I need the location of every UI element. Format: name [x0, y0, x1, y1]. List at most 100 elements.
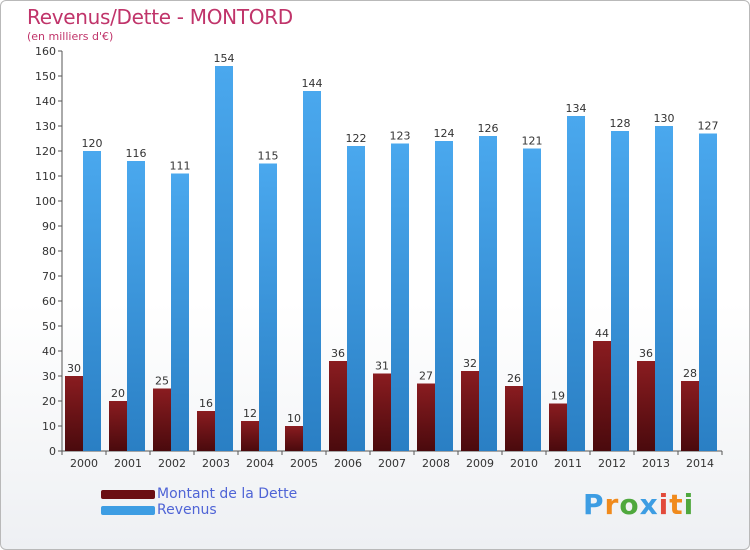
y-tick-label: 160 — [35, 45, 56, 58]
debt-bar — [109, 401, 127, 451]
revenue-bar — [479, 136, 497, 451]
x-tick-label: 2001 — [114, 457, 142, 470]
revenue-bar — [611, 131, 629, 451]
y-tick-label: 120 — [35, 145, 56, 158]
revenue-bar — [523, 148, 541, 451]
data-label: 30 — [67, 362, 81, 375]
revenue-bar — [699, 133, 717, 451]
data-label: 32 — [463, 357, 477, 370]
proxiti-logo: Proxiti — [583, 488, 694, 521]
y-tick-label: 40 — [42, 345, 56, 358]
y-tick-label: 50 — [42, 320, 56, 333]
debt-bar — [505, 386, 523, 451]
logo-letter: r — [604, 488, 620, 521]
y-tick-label: 10 — [42, 420, 56, 433]
data-label: 134 — [566, 102, 587, 115]
logo-letter: i — [658, 488, 670, 521]
data-label: 31 — [375, 360, 389, 373]
legend-label-debt: Montant de la Dette — [157, 486, 298, 502]
x-tick-label: 2000 — [70, 457, 98, 470]
data-label: 20 — [111, 387, 125, 400]
data-label: 130 — [654, 112, 675, 125]
data-label: 26 — [507, 372, 521, 385]
data-label: 27 — [419, 370, 433, 383]
x-tick-label: 2011 — [554, 457, 582, 470]
y-tick-label: 70 — [42, 270, 56, 283]
data-label: 111 — [170, 160, 191, 173]
debt-bar — [373, 373, 391, 451]
revenue-bar — [259, 163, 277, 451]
y-tick-label: 110 — [35, 170, 56, 183]
data-label: 126 — [478, 122, 499, 135]
data-label: 115 — [258, 150, 279, 163]
data-label: 36 — [331, 347, 345, 360]
y-tick-label: 0 — [49, 445, 56, 458]
data-label: 16 — [199, 397, 213, 410]
revenue-bar — [567, 116, 585, 451]
data-label: 12 — [243, 407, 257, 420]
x-tick-label: 2003 — [202, 457, 230, 470]
chart-title: Revenus/Dette - MONTORD — [27, 5, 293, 29]
y-tick-label: 80 — [42, 245, 56, 258]
y-tick-label: 100 — [35, 195, 56, 208]
data-label: 128 — [610, 117, 631, 130]
data-label: 127 — [698, 120, 719, 133]
x-tick-label: 2013 — [642, 457, 670, 470]
revenue-bar — [655, 126, 673, 451]
debt-bar — [329, 361, 347, 451]
y-tick-label: 90 — [42, 220, 56, 233]
data-label: 124 — [434, 127, 455, 140]
data-label: 44 — [595, 327, 609, 340]
data-label: 25 — [155, 375, 169, 388]
x-tick-label: 2008 — [422, 457, 450, 470]
logo-letter: t — [669, 488, 684, 521]
logo-letter: P — [583, 488, 605, 521]
debt-bar — [593, 341, 611, 451]
debt-bar — [153, 388, 171, 451]
y-tick-label: 130 — [35, 120, 56, 133]
x-tick-label: 2006 — [334, 457, 362, 470]
logo-letter: x — [639, 488, 659, 521]
revenue-bar — [391, 143, 409, 451]
data-label: 36 — [639, 347, 653, 360]
debt-bar — [241, 421, 259, 451]
data-label: 116 — [126, 147, 147, 160]
x-tick-label: 2004 — [246, 457, 274, 470]
x-tick-label: 2012 — [598, 457, 626, 470]
revenue-bar — [435, 141, 453, 451]
revenue-bar — [347, 146, 365, 451]
x-tick-label: 2009 — [466, 457, 494, 470]
legend-label-revenue: Revenus — [157, 502, 217, 518]
debt-bar — [417, 383, 435, 451]
chart-subtitle: (en milliers d'€) — [27, 30, 114, 43]
data-label: 123 — [390, 130, 411, 143]
debt-bar — [549, 403, 567, 451]
logo-letter: o — [619, 488, 640, 521]
legend-swatch-revenue — [101, 506, 155, 515]
x-tick-label: 2007 — [378, 457, 406, 470]
y-tick-label: 20 — [42, 395, 56, 408]
debt-bar — [461, 371, 479, 451]
revenue-bar — [127, 161, 145, 451]
debt-bar — [637, 361, 655, 451]
debt-bar — [65, 376, 83, 451]
x-tick-label: 2002 — [158, 457, 186, 470]
data-label: 120 — [82, 137, 103, 150]
data-label: 19 — [551, 390, 565, 403]
data-label: 10 — [287, 412, 301, 425]
debt-bar — [681, 381, 699, 451]
data-label: 154 — [214, 52, 235, 65]
revenue-bar — [215, 66, 233, 451]
data-label: 28 — [683, 367, 697, 380]
revenue-bar — [83, 151, 101, 451]
y-tick-label: 150 — [35, 70, 56, 83]
y-tick-label: 60 — [42, 295, 56, 308]
debt-bar — [285, 426, 303, 451]
data-label: 122 — [346, 132, 367, 145]
logo-letter: i — [683, 488, 695, 521]
x-tick-label: 2010 — [510, 457, 538, 470]
y-tick-label: 140 — [35, 95, 56, 108]
revenue-bar — [171, 173, 189, 451]
